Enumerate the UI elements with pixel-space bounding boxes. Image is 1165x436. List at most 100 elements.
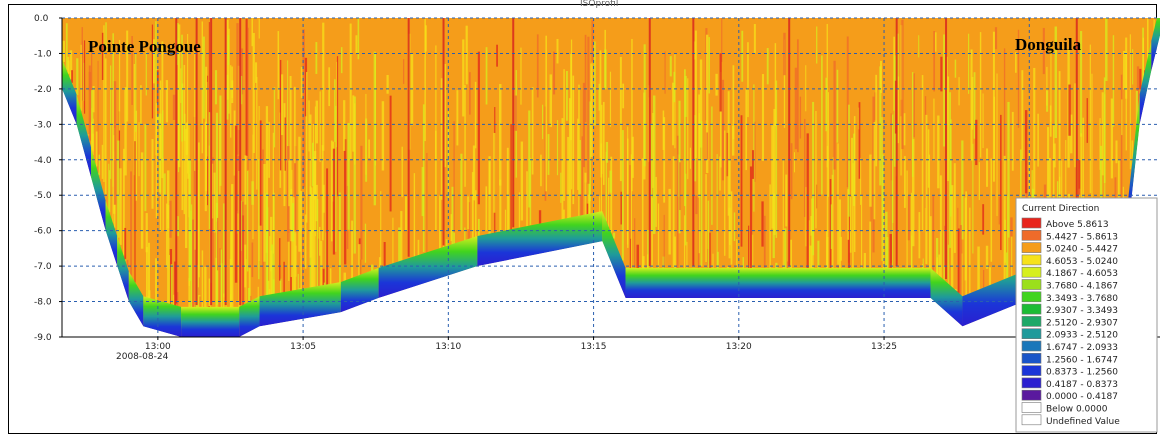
texture-streak bbox=[928, 154, 931, 270]
texture-streak bbox=[440, 78, 443, 200]
texture-streak bbox=[631, 136, 634, 178]
texture-streak bbox=[166, 170, 170, 305]
texture-streak bbox=[336, 61, 338, 148]
texture-streak bbox=[244, 244, 247, 288]
texture-streak bbox=[322, 22, 325, 151]
texture-streak bbox=[103, 25, 105, 182]
texture-streak bbox=[708, 37, 710, 94]
legend-swatch bbox=[1021, 217, 1042, 229]
legend-swatch bbox=[1021, 377, 1042, 389]
texture-streak bbox=[1115, 140, 1118, 164]
texture-streak bbox=[227, 34, 230, 66]
texture-streak bbox=[793, 152, 795, 173]
texture-streak bbox=[697, 197, 700, 270]
texture-streak bbox=[392, 217, 394, 265]
texture-streak bbox=[172, 94, 176, 121]
bed-gradient-band bbox=[1128, 94, 1140, 231]
texture-streak bbox=[1117, 160, 1120, 223]
legend-item-label: 2.0933 - 2.5120 bbox=[1046, 331, 1118, 341]
texture-streak bbox=[197, 169, 199, 288]
legend-swatch bbox=[1021, 389, 1042, 401]
texture-streak bbox=[83, 40, 86, 114]
texture-streak bbox=[869, 154, 872, 207]
texture-streak bbox=[170, 264, 173, 306]
texture-streak bbox=[277, 31, 280, 100]
texture-streak bbox=[978, 162, 980, 201]
texture-streak bbox=[605, 141, 609, 163]
legend-swatch bbox=[1021, 352, 1042, 364]
texture-streak bbox=[354, 103, 356, 165]
texture-streak bbox=[257, 286, 259, 299]
texture-streak bbox=[783, 32, 786, 76]
texture-streak bbox=[332, 148, 336, 255]
texture-streak bbox=[679, 162, 681, 211]
texture-streak bbox=[946, 76, 950, 182]
texture-streak bbox=[913, 73, 915, 138]
texture-streak bbox=[921, 75, 924, 232]
x-tick-label: 13:05 bbox=[290, 342, 316, 352]
texture-streak bbox=[153, 39, 155, 84]
texture-streak bbox=[334, 79, 336, 142]
texture-streak bbox=[1024, 110, 1028, 194]
texture-streak bbox=[383, 242, 386, 269]
vertical-red-streak bbox=[195, 18, 198, 306]
texture-streak bbox=[272, 279, 275, 296]
texture-streak bbox=[265, 106, 269, 253]
texture-streak bbox=[1091, 73, 1093, 210]
texture-streak bbox=[81, 27, 83, 59]
texture-streak bbox=[664, 51, 666, 94]
texture-streak bbox=[672, 156, 675, 268]
texture-streak bbox=[586, 203, 590, 217]
texture-streak bbox=[268, 121, 270, 178]
texture-streak bbox=[698, 94, 701, 198]
texture-streak bbox=[248, 267, 251, 304]
texture-streak bbox=[752, 150, 754, 179]
texture-streak bbox=[808, 220, 810, 270]
texture-streak bbox=[882, 154, 884, 232]
texture-streak bbox=[766, 48, 769, 85]
texture-streak bbox=[499, 179, 502, 234]
texture-streak bbox=[475, 190, 477, 239]
texture-streak bbox=[1089, 44, 1091, 194]
texture-streak bbox=[685, 173, 687, 246]
texture-streak bbox=[335, 105, 337, 252]
texture-streak bbox=[469, 72, 471, 115]
texture-streak bbox=[92, 86, 95, 113]
texture-streak bbox=[373, 51, 376, 206]
texture-streak bbox=[968, 33, 970, 94]
texture-streak bbox=[438, 195, 441, 251]
texture-streak bbox=[753, 84, 755, 212]
texture-streak bbox=[499, 84, 502, 186]
texture-streak bbox=[126, 30, 129, 122]
texture-streak bbox=[733, 212, 736, 242]
bed-gradient-band bbox=[117, 235, 129, 302]
texture-streak bbox=[81, 41, 83, 101]
texture-streak bbox=[294, 146, 297, 234]
texture-streak bbox=[294, 86, 296, 164]
texture-streak bbox=[1082, 117, 1084, 250]
vertical-red-streak bbox=[210, 18, 213, 306]
texture-streak bbox=[1112, 35, 1115, 127]
texture-streak bbox=[1047, 127, 1050, 223]
texture-streak bbox=[1123, 50, 1126, 90]
texture-streak bbox=[213, 172, 216, 233]
texture-streak bbox=[672, 82, 675, 146]
texture-streak bbox=[785, 174, 788, 227]
texture-streak bbox=[560, 172, 562, 203]
vertical-red-streak bbox=[239, 18, 242, 306]
texture-streak bbox=[602, 101, 605, 185]
texture-streak bbox=[194, 249, 197, 309]
texture-streak bbox=[609, 170, 612, 193]
texture-streak bbox=[1058, 71, 1061, 222]
texture-streak bbox=[545, 35, 547, 192]
texture-streak bbox=[542, 104, 544, 140]
texture-streak bbox=[1050, 46, 1052, 122]
texture-streak bbox=[829, 179, 832, 270]
texture-streak bbox=[982, 93, 984, 149]
texture-streak bbox=[144, 124, 147, 212]
vertical-red-streak bbox=[512, 18, 515, 228]
texture-streak bbox=[247, 287, 251, 305]
texture-streak bbox=[936, 237, 939, 275]
texture-streak bbox=[313, 156, 316, 289]
texture-streak bbox=[140, 85, 142, 125]
